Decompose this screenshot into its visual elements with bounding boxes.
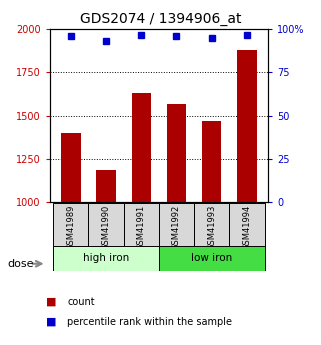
Bar	[96, 170, 116, 202]
FancyBboxPatch shape	[53, 246, 159, 271]
Text: percentile rank within the sample: percentile rank within the sample	[67, 317, 232, 326]
Text: ■: ■	[46, 317, 56, 326]
Text: GSM41990: GSM41990	[101, 205, 111, 250]
FancyBboxPatch shape	[229, 203, 265, 247]
FancyBboxPatch shape	[159, 246, 265, 271]
Text: low iron: low iron	[191, 254, 232, 263]
Text: GSM41991: GSM41991	[137, 205, 146, 250]
Text: dose: dose	[7, 259, 34, 268]
Bar	[202, 121, 221, 202]
Text: GSM41992: GSM41992	[172, 205, 181, 250]
Bar	[167, 104, 186, 202]
FancyBboxPatch shape	[159, 203, 194, 247]
Text: count: count	[67, 297, 95, 307]
Text: GSM41993: GSM41993	[207, 205, 216, 250]
FancyBboxPatch shape	[89, 203, 124, 247]
Text: GSM41994: GSM41994	[242, 205, 251, 250]
Bar	[61, 133, 81, 202]
Text: GSM41989: GSM41989	[66, 205, 75, 250]
FancyBboxPatch shape	[194, 203, 229, 247]
Bar	[237, 50, 256, 202]
FancyBboxPatch shape	[124, 203, 159, 247]
Text: high iron: high iron	[83, 254, 129, 263]
Bar	[132, 93, 151, 202]
FancyBboxPatch shape	[53, 203, 89, 247]
Text: ■: ■	[46, 297, 56, 307]
Text: GDS2074 / 1394906_at: GDS2074 / 1394906_at	[80, 12, 241, 26]
